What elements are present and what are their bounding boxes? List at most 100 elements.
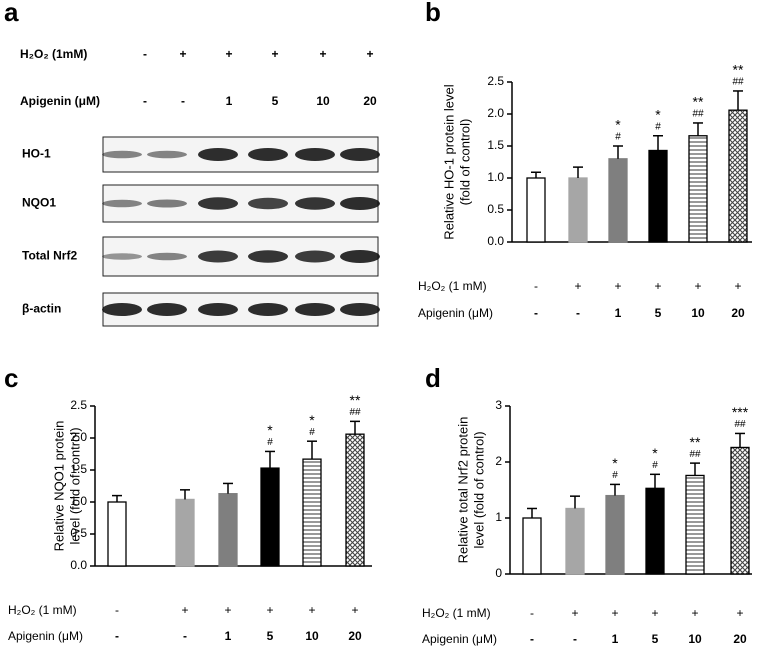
y-tick-label: 1 [495,510,502,524]
y-tick-label: 2 [495,454,502,468]
condition-value: 5 [267,629,274,643]
significance-hash: ## [692,109,704,120]
blot-frame [102,292,379,327]
condition-value: + [319,47,326,61]
bar [345,433,365,567]
condition-value: + [574,279,581,293]
significance-hash: # [612,470,618,481]
blot-frame [102,236,379,277]
significance-hash: # [615,132,621,143]
condition-name: H₂O₂ (1mM) [20,47,87,61]
bar [688,135,708,243]
y-tick-label: 1.5 [70,462,87,476]
condition-value: 10 [316,94,330,108]
condition-value: 5 [655,306,662,320]
bar [302,458,322,567]
condition-value: - [115,629,119,643]
y-tick-label: 0.0 [70,558,87,572]
significance-star: * [655,106,661,122]
blot-band [340,303,380,316]
blot-band [340,250,380,263]
blot-frame [102,136,379,173]
condition-value: - [573,632,577,646]
condition-value: - [576,306,580,320]
bar [605,494,625,575]
significance-hash: ## [734,419,746,430]
condition-value: + [271,47,278,61]
condition-value: - [181,94,185,108]
condition-value: 20 [363,94,377,108]
y-tick-label: 2.5 [487,74,504,88]
band-label: β-actin [22,302,61,316]
condition-value: 20 [733,632,747,646]
blot-band [198,303,238,316]
y-tick-label: 0 [495,566,502,580]
significance-star: *** [732,404,749,420]
condition-value: 1 [225,629,232,643]
panel-label: c [4,363,18,393]
significance-hash: ## [732,77,744,88]
blot-band [102,253,142,260]
blot-frame [102,184,379,223]
blot-band [340,148,380,161]
y-tick-label: 2.5 [70,398,87,412]
significance-star: * [652,445,658,461]
condition-value: 20 [348,629,362,643]
significance-star: ** [350,392,361,408]
band-label: HO-1 [22,147,51,161]
bar [260,467,280,567]
condition-value: - [534,306,538,320]
significance-hash: ## [349,407,361,418]
y-tick-label: 2.0 [487,106,504,120]
condition-value: + [179,47,186,61]
bar [728,109,748,243]
condition-value: 1 [615,306,622,320]
condition-value: 5 [272,94,279,108]
blot-band [198,148,238,161]
condition-name: H₂O₂ (1 mM) [422,606,491,620]
significance-star: ** [733,62,744,78]
y-tick-label: 0.5 [487,202,504,216]
y-tick-label: 0.0 [487,234,504,248]
bar [648,149,668,243]
blot-band [295,250,335,263]
condition-value: + [266,603,273,617]
condition-value: 10 [691,306,705,320]
condition-value: + [366,47,373,61]
significance-star: * [612,455,618,471]
blot-band [295,148,335,161]
condition-name: H₂O₂ (1 mM) [8,603,77,617]
condition-value: 1 [226,94,233,108]
blot-band [102,303,142,316]
condition-value: - [530,606,534,620]
significance-hash: # [655,121,661,132]
significance-star: * [615,117,621,133]
y-tick-label: 1.5 [487,138,504,152]
y-axis-label: level (fold of control) [471,431,486,548]
blot-band [147,252,187,261]
condition-value: + [611,606,618,620]
y-axis-label: level (fold of control) [67,427,82,544]
condition-value: - [143,47,147,61]
significance-star: * [309,412,315,428]
condition-name: Apigenin (μM) [418,306,493,320]
significance-hash: # [267,437,273,448]
bar [522,517,542,575]
significance-hash: ## [689,449,701,460]
condition-value: + [308,603,315,617]
blot-band [198,197,238,210]
y-tick-label: 1.0 [487,170,504,184]
condition-value: + [734,279,741,293]
blot-band [102,150,142,159]
significance-star: ** [693,94,704,110]
blot-band [147,150,187,159]
condition-name: Apigenin (μM) [20,94,100,108]
significance-star: * [267,422,273,438]
condition-value: - [530,632,534,646]
panel-label: d [425,363,441,393]
blot-band [295,197,335,210]
condition-value: 10 [688,632,702,646]
condition-value: + [181,603,188,617]
panel-label: b [425,0,441,27]
condition-name: Apigenin (μM) [8,629,83,643]
